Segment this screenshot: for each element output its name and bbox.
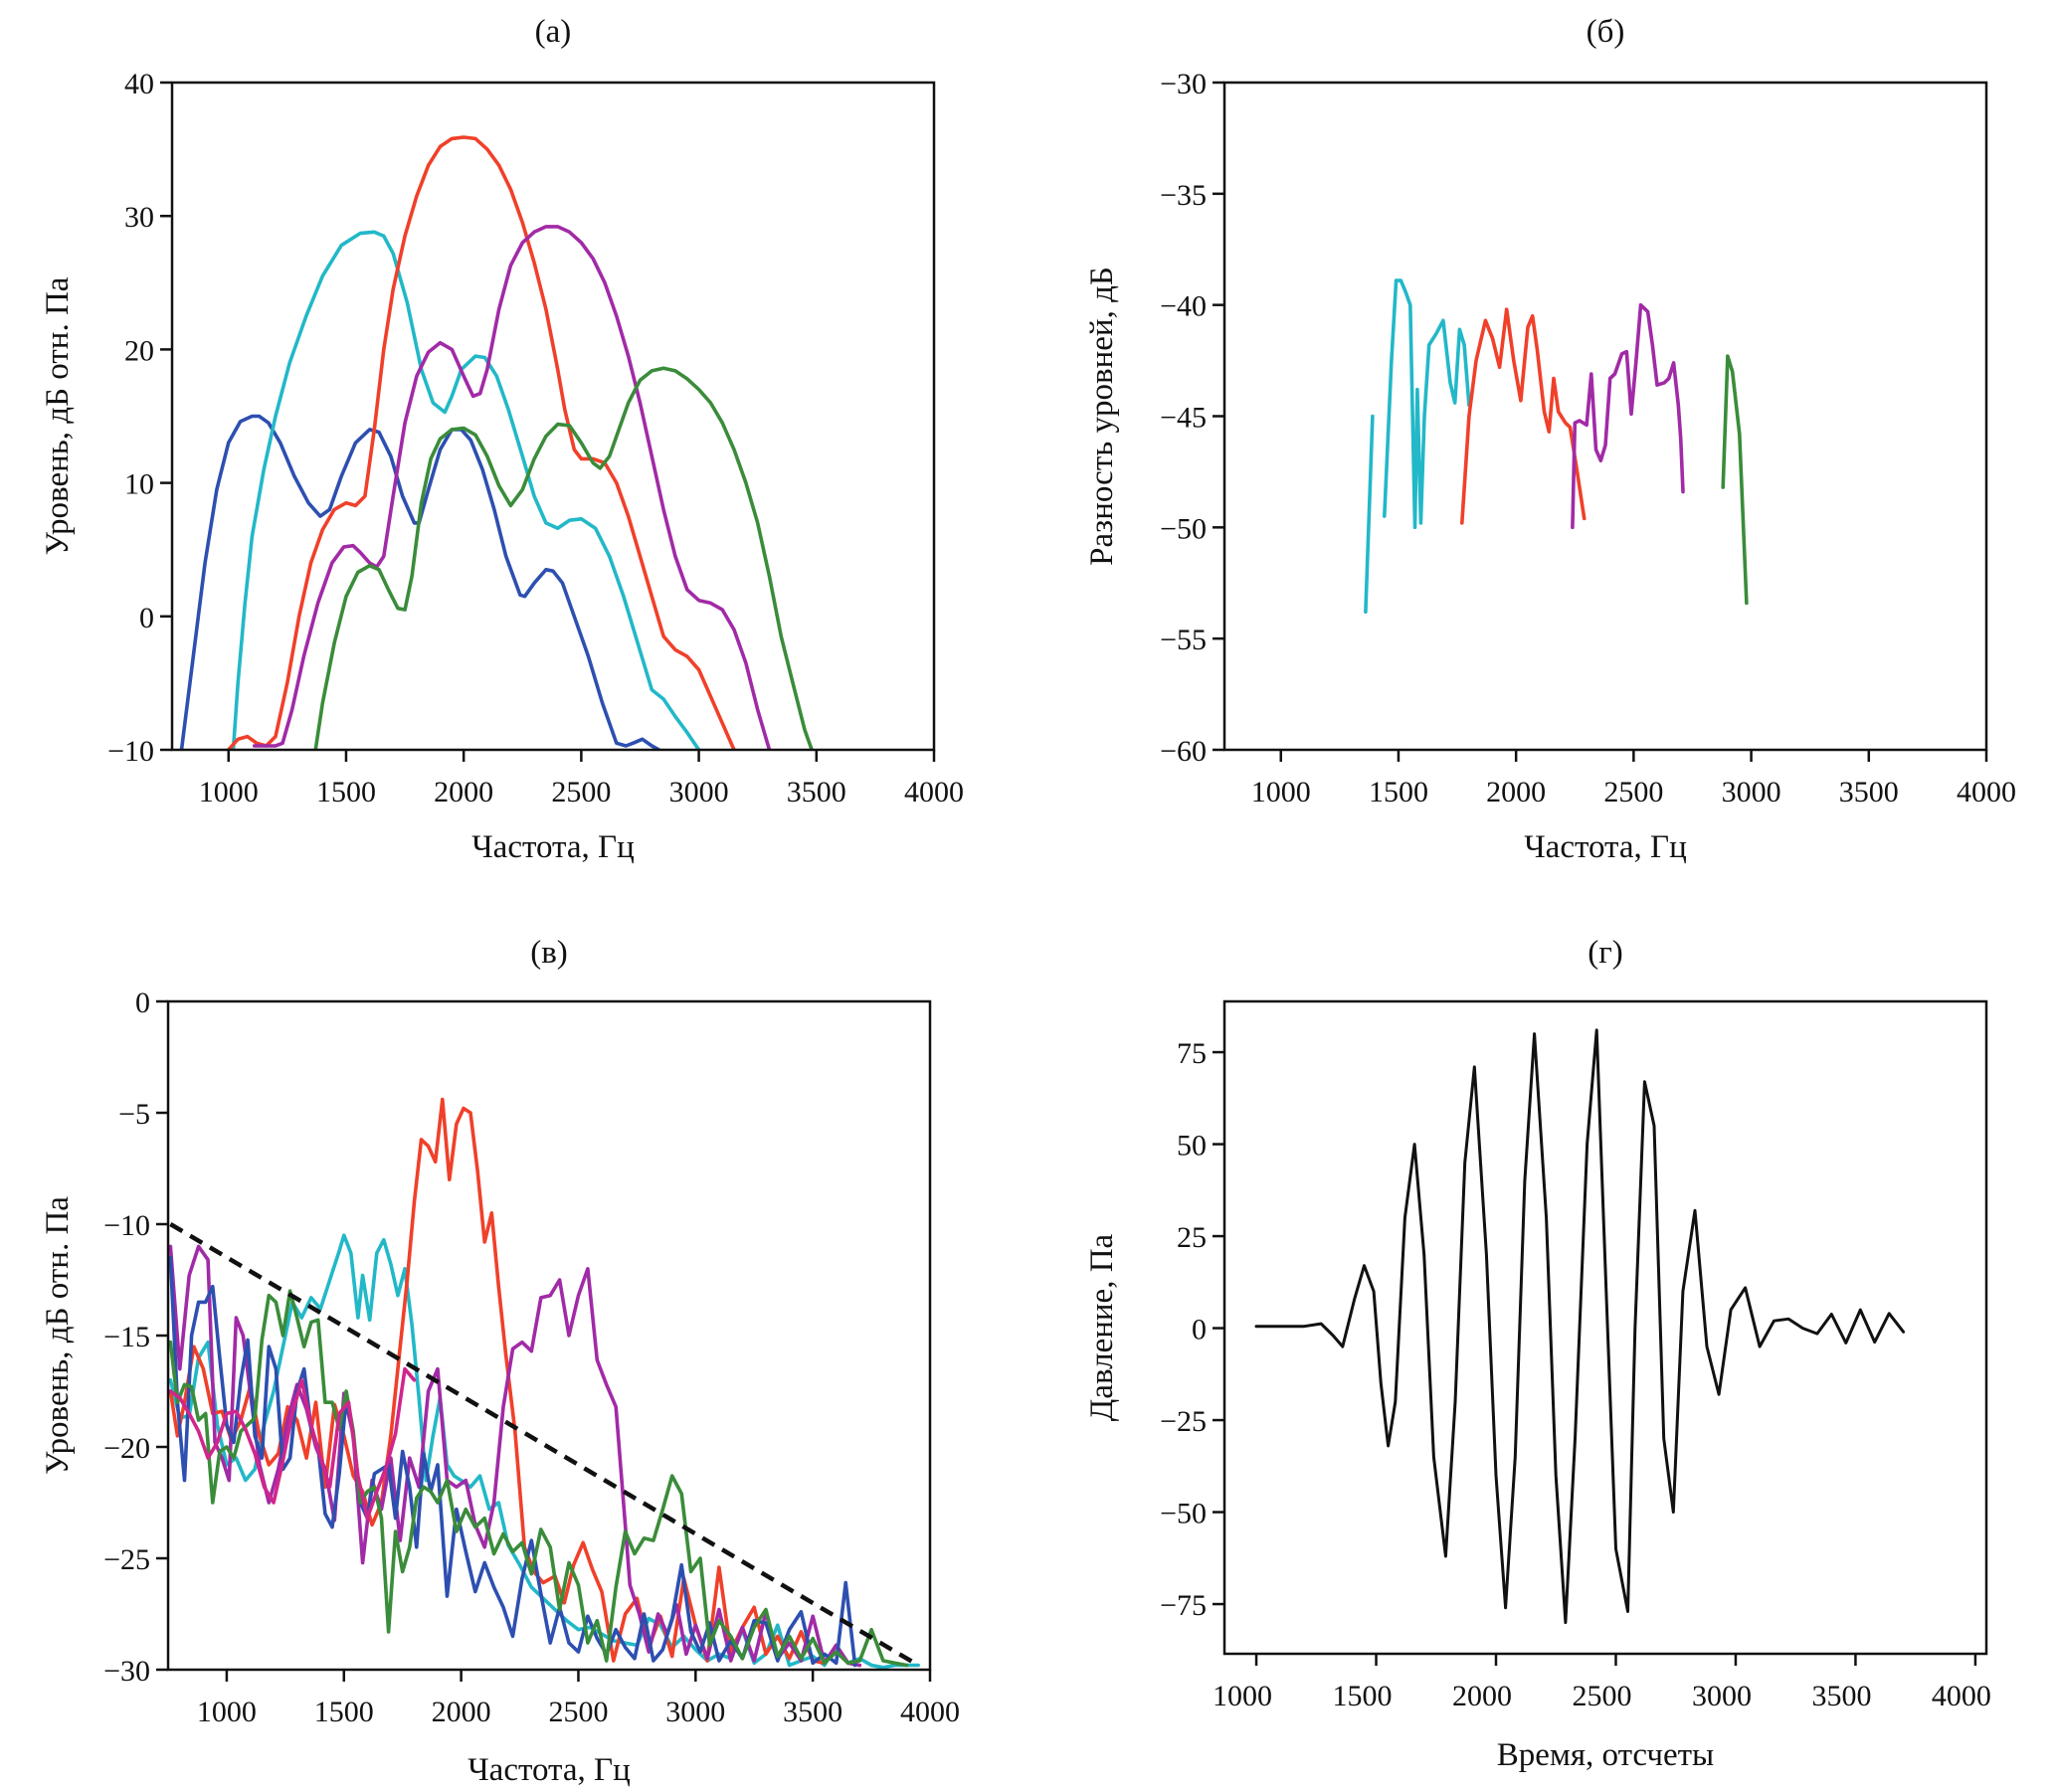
x-tick-label: 3000 bbox=[665, 1696, 725, 1728]
x-tick-label: 2500 bbox=[1572, 1680, 1631, 1712]
series-line-red bbox=[226, 135, 736, 750]
y-tick-label: −35 bbox=[1160, 179, 1207, 212]
x-tick-label: 1000 bbox=[1213, 1680, 1272, 1712]
plot-area bbox=[179, 135, 814, 750]
x-tick-label: 3500 bbox=[1811, 1680, 1871, 1712]
x-tick-label: 3000 bbox=[1692, 1680, 1752, 1712]
x-tick-label: 3000 bbox=[1722, 776, 1781, 808]
plot-area bbox=[168, 1097, 920, 1670]
series-line-red bbox=[1460, 307, 1587, 525]
y-tick-label: 10 bbox=[124, 468, 154, 501]
y-tick-label: 75 bbox=[1177, 1037, 1207, 1070]
x-axis-label: Частота, Гц bbox=[1524, 829, 1687, 865]
x-tick-label: 1500 bbox=[1369, 776, 1428, 808]
panel-title: (г) bbox=[1588, 935, 1623, 971]
y-tick-label: −45 bbox=[1160, 402, 1207, 435]
panel-c: (в) 1000 1500 2000 2500 3000 3500 4000 −30 −25 −20… bbox=[40, 935, 960, 1788]
x-axis-label: Частота, Гц bbox=[471, 829, 635, 865]
x-tick-label: 1500 bbox=[1333, 1680, 1393, 1712]
series-line-magenta bbox=[168, 1366, 417, 1521]
x-tick-label: 2500 bbox=[1603, 776, 1663, 808]
x-tick-label: 3500 bbox=[783, 1696, 842, 1728]
y-tick-label: −75 bbox=[1160, 1589, 1207, 1622]
series-line-purple bbox=[168, 1244, 862, 1668]
x-tick-label: 1500 bbox=[316, 776, 376, 808]
x-tick-label: 1000 bbox=[199, 776, 259, 808]
x-tick-label: 4000 bbox=[904, 776, 964, 808]
x-tick-label: 3500 bbox=[787, 776, 846, 808]
y-tick-label: −10 bbox=[107, 735, 154, 768]
y-tick-label: −50 bbox=[1160, 512, 1207, 545]
x-axis-label: Время, отсчеты bbox=[1497, 1737, 1714, 1773]
y-axis-label: Разность уровней, дБ bbox=[1084, 267, 1120, 566]
axes-frame bbox=[1222, 81, 1988, 752]
panel-title: (а) bbox=[535, 14, 572, 50]
series-line-purple bbox=[252, 225, 772, 750]
x-tick-label: 3500 bbox=[1839, 776, 1899, 808]
series-line-green bbox=[1721, 354, 1749, 606]
y-tick-label: 50 bbox=[1177, 1130, 1207, 1163]
y-axis-label: Уровень, дБ отн. Па bbox=[40, 276, 76, 555]
x-tick-label: 1000 bbox=[1251, 776, 1311, 808]
panel-a: (а) 1000 1500 2000 2500 3000 3500 4000 −10 0 10 20 3… bbox=[40, 14, 964, 865]
series-line-purple bbox=[1571, 302, 1685, 530]
threshold-dashed-line bbox=[169, 1222, 920, 1668]
series-line-cyan-2 bbox=[1383, 278, 1471, 530]
axes-frame bbox=[170, 81, 936, 752]
y-tick-label: 25 bbox=[1177, 1221, 1207, 1254]
y-axis-label: Уровень, дБ отн. Па bbox=[40, 1196, 76, 1475]
y-tick-label: −60 bbox=[1160, 735, 1207, 768]
y-tick-label: −30 bbox=[1160, 68, 1207, 100]
series-line-green bbox=[313, 366, 814, 750]
series-line-green bbox=[168, 1289, 909, 1668]
plot-area bbox=[1254, 1028, 1906, 1625]
x-tick-label: 3000 bbox=[669, 776, 729, 808]
panel-b: (б) 1000 1500 2000 2500 3000 3500 4000 −60 −55 −50… bbox=[1084, 14, 2016, 865]
x-tick-label: 2500 bbox=[548, 1696, 608, 1728]
axes-frame bbox=[1222, 999, 1988, 1656]
x-axis-label: Частота, Гц bbox=[467, 1752, 631, 1788]
y-tick-label: −5 bbox=[118, 1098, 150, 1131]
y-tick-label: 0 bbox=[139, 602, 154, 634]
panel-d: (г) 1000 1500 2000 2500 3000 3500 4000 −75 −50 −25… bbox=[1084, 935, 1991, 1773]
x-tick-label: 4000 bbox=[1932, 1680, 1991, 1712]
series-line-blue bbox=[179, 414, 661, 750]
y-axis-label: Давление, Па bbox=[1084, 1233, 1120, 1421]
y-tick-label: −20 bbox=[103, 1432, 150, 1465]
y-tick-label: −15 bbox=[103, 1321, 150, 1353]
series-line-cyan-1 bbox=[1364, 414, 1375, 615]
plot-area bbox=[1364, 278, 1749, 615]
x-tick-label: 2000 bbox=[434, 776, 493, 808]
y-tick-label: 40 bbox=[124, 68, 154, 100]
x-tick-label: 2500 bbox=[551, 776, 611, 808]
y-tick-label: −50 bbox=[1160, 1498, 1207, 1530]
x-tick-label: 2000 bbox=[1452, 1680, 1512, 1712]
y-tick-label: 0 bbox=[1192, 1314, 1207, 1346]
y-tick-label: −55 bbox=[1160, 624, 1207, 656]
y-tick-label: −25 bbox=[103, 1543, 150, 1576]
y-tick-label: −10 bbox=[103, 1209, 150, 1242]
series-line-pressure bbox=[1254, 1028, 1906, 1625]
y-tick-label: −40 bbox=[1160, 290, 1207, 323]
y-tick-label: 30 bbox=[124, 201, 154, 234]
y-tick-label: 0 bbox=[135, 986, 150, 1019]
y-tick-label: −30 bbox=[103, 1655, 150, 1688]
y-tick-label: −25 bbox=[1160, 1405, 1207, 1438]
x-tick-label: 2000 bbox=[432, 1696, 491, 1728]
panel-title: (в) bbox=[530, 935, 568, 971]
series-line-cyan bbox=[168, 1233, 920, 1670]
x-tick-label: 2000 bbox=[1486, 776, 1546, 808]
x-tick-label: 4000 bbox=[1957, 776, 2016, 808]
x-tick-label: 1500 bbox=[314, 1696, 374, 1728]
x-tick-label: 1000 bbox=[197, 1696, 257, 1728]
panel-title: (б) bbox=[1587, 14, 1625, 50]
y-tick-label: 20 bbox=[124, 334, 154, 367]
x-tick-label: 4000 bbox=[900, 1696, 960, 1728]
